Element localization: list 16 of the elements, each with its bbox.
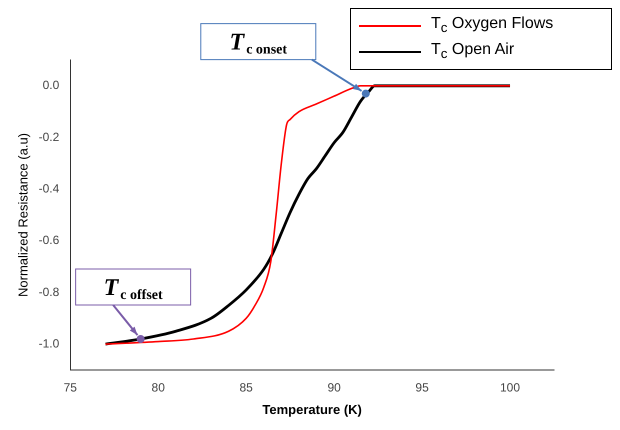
legend-label: T$_{c}$ Open Air	[431, 40, 514, 64]
x-tick-label: 95	[415, 380, 430, 395]
y-tick-label: -0.4	[38, 181, 60, 196]
y-tick-label: -1.0	[38, 336, 60, 350]
y-tick-label: -0.2	[38, 130, 60, 144]
x-tick-label: 80	[152, 380, 166, 395]
x-tick-label: 75	[64, 380, 78, 395]
x-tick-label: 85	[239, 380, 254, 395]
x-axis-title: Temperature (K)	[262, 402, 362, 417]
x-tick-label: 100	[500, 380, 520, 395]
y-axis-title: Normalized Resistance (a.u)	[15, 132, 30, 298]
legend-label: T$_{c}$ Oxygen Flows	[431, 14, 554, 38]
y-tick-label: -0.8	[38, 284, 60, 299]
x-tick-label: 90	[327, 380, 342, 395]
y-tick-label: 0.0	[42, 78, 60, 92]
y-tick-label: -0.6	[38, 233, 60, 248]
